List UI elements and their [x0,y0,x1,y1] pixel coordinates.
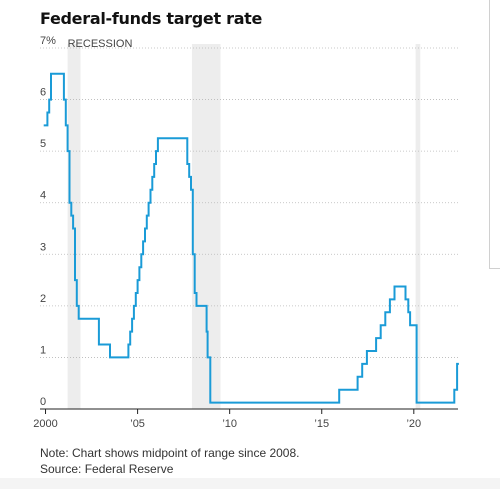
panel-edge-tick [489,268,500,269]
chart-source: Source: Federal Reserve [40,462,174,476]
y-tick-label: 7% [40,35,56,47]
x-tick-label: 2000 [33,418,57,430]
x-tick-label: ’05 [130,418,145,430]
recession-band-2 [415,44,421,409]
recession-bands [67,44,421,409]
rate-line [43,72,459,404]
bottom-band [0,478,500,489]
x-tick-label: ’15 [314,418,329,430]
y-axis-labels: 0 1 2 3 4 5 6 7% [40,35,56,408]
x-tick-label: ’20 [406,418,421,430]
chart-title: Federal-funds target rate [40,9,263,28]
y-tick-label: 3 [40,241,46,253]
rate-chart: 0 1 2 3 4 5 6 7% 2000 ’05 ’10 ’15 ’20 RECESSION [33,35,459,430]
y-tick-label: 2 [40,293,46,305]
recession-annotation: RECESSION [68,38,133,50]
y-tick-label: 0 [40,396,46,408]
panel-edge [489,0,490,268]
gridlines [40,47,458,410]
y-tick-label: 6 [40,87,46,99]
recession-band-1 [191,44,221,409]
x-tick-label: ’10 [222,418,237,430]
y-tick-label: 4 [40,190,46,202]
y-tick-label: 1 [40,344,46,356]
chart-note: Note: Chart shows midpoint of range sinc… [40,446,300,460]
y-tick-label: 5 [40,138,46,150]
x-axis: 2000 ’05 ’10 ’15 ’20 [33,409,421,430]
